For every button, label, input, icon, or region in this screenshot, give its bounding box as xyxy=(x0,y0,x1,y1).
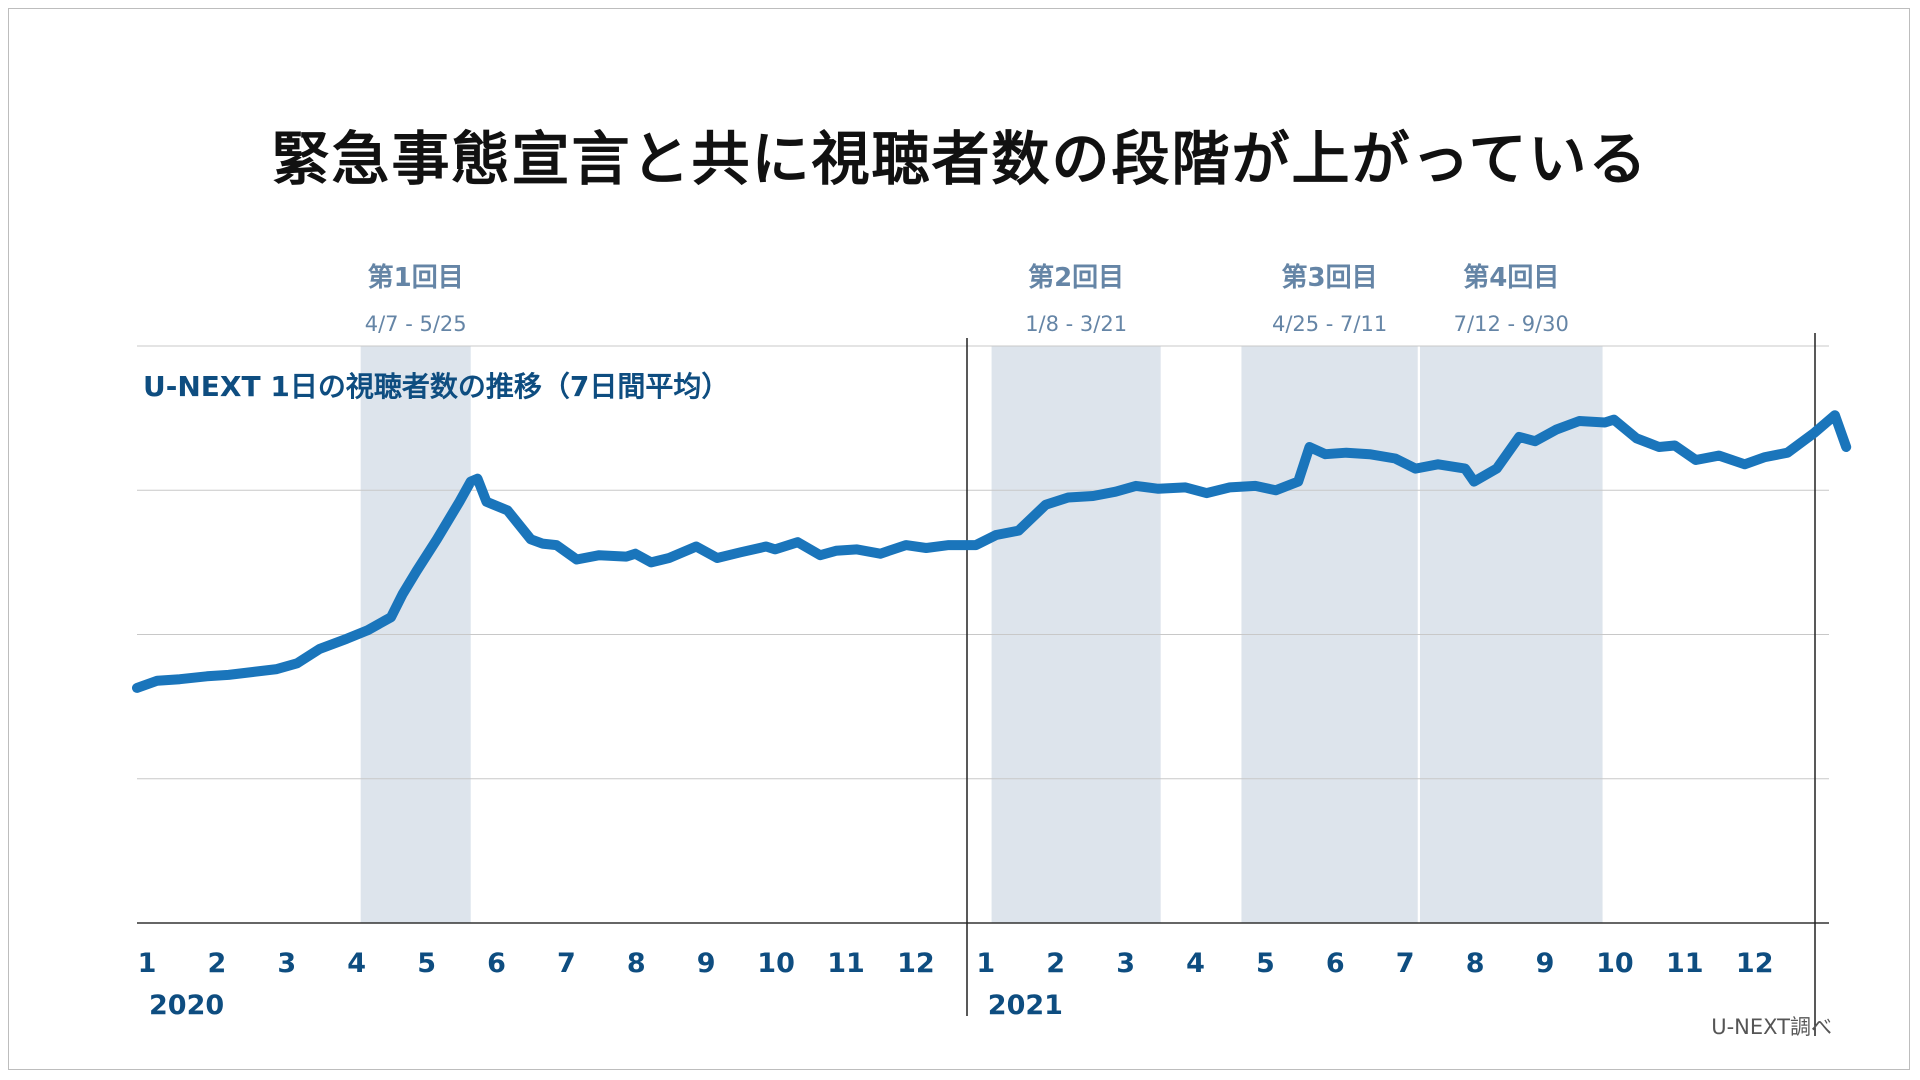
month-tick-label: 9 xyxy=(697,948,716,979)
month-tick-label: 5 xyxy=(417,948,436,979)
period-name-2: 第2回目 xyxy=(1028,262,1124,293)
period-name-4: 第4回目 xyxy=(1463,262,1559,293)
month-tick-label: 5 xyxy=(1256,948,1275,979)
month-tick-label: 12 xyxy=(897,948,935,979)
month-tick-label: 4 xyxy=(347,948,366,979)
month-tick-label: 12 xyxy=(1736,948,1774,979)
month-tick-label: 3 xyxy=(1116,948,1135,979)
series-line xyxy=(132,410,1852,693)
series-label: U-NEXT 1日の視聴者数の推移（7日間平均） xyxy=(143,370,729,403)
month-tick-label: 3 xyxy=(277,948,296,979)
period-name-3: 第3回目 xyxy=(1282,262,1378,293)
month-tick-label: 1 xyxy=(976,948,995,979)
month-tick-label: 8 xyxy=(627,948,646,979)
month-tick-label: 11 xyxy=(827,948,865,979)
period-range-1: 4/7 - 5/25 xyxy=(365,312,467,336)
period-range-3: 4/25 - 7/11 xyxy=(1272,312,1387,336)
year-label-2021: 2021 xyxy=(988,990,1063,1021)
month-tick-label: 8 xyxy=(1466,948,1485,979)
month-tick-label: 7 xyxy=(1396,948,1415,979)
chart-frame xyxy=(8,8,1910,1070)
month-tick-label: 9 xyxy=(1536,948,1555,979)
month-tick-label: 1 xyxy=(138,948,157,979)
month-tick-label: 7 xyxy=(557,948,576,979)
month-tick-label: 4 xyxy=(1186,948,1205,979)
month-tick-label: 10 xyxy=(1596,948,1634,979)
month-tick-label: 6 xyxy=(1326,948,1345,979)
period-name-1: 第1回目 xyxy=(368,262,464,293)
month-tick-label: 11 xyxy=(1666,948,1704,979)
year-label-2020: 2020 xyxy=(149,990,224,1021)
month-tick-label: 2 xyxy=(1046,948,1065,979)
month-tick-label: 6 xyxy=(487,948,506,979)
period-range-2: 1/8 - 3/21 xyxy=(1025,312,1127,336)
period-range-4: 7/12 - 9/30 xyxy=(1454,312,1569,336)
page-title: 緊急事態宣言と共に視聴者数の段階が上がっている xyxy=(271,125,1649,193)
month-tick-label: 10 xyxy=(757,948,795,979)
month-tick-label: 2 xyxy=(208,948,227,979)
source-note: U-NEXT調べ xyxy=(1711,1015,1832,1039)
